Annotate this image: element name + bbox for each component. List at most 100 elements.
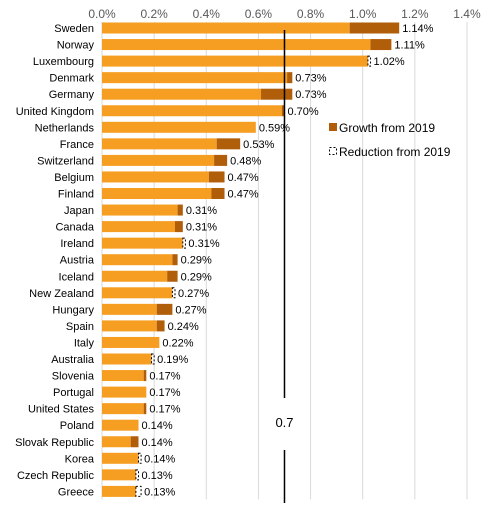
x-tick-label: 1.0%: [349, 7, 377, 21]
reference-line: 0.7: [275, 30, 294, 503]
bar-growth: [143, 370, 147, 382]
bar-reduction: [135, 485, 142, 497]
x-tick-label: 0.4%: [193, 7, 221, 21]
category-label: Denmark: [49, 73, 94, 85]
bar-reduction: [151, 353, 155, 365]
bar-growth: [208, 171, 225, 183]
value-label: 0.73%: [295, 89, 326, 101]
value-label: 0.70%: [287, 106, 318, 118]
bar-growth: [211, 188, 225, 199]
bar-growth: [216, 138, 241, 150]
value-labels: 1.14% 1.11% 1.02% 0.73% 0.73% 0.70% 0.59% 0.53%…: [141, 23, 433, 498]
bar-base: [102, 188, 212, 199]
value-label: 0.13%: [141, 470, 172, 482]
value-label: 0.17%: [149, 371, 180, 383]
bar-reduction: [182, 237, 186, 249]
bar-base: [102, 353, 152, 365]
category-label: United States: [28, 404, 95, 416]
value-label: 0.17%: [149, 387, 180, 399]
value-label: 0.31%: [186, 222, 217, 234]
x-tick-label: 0.6%: [245, 7, 273, 21]
value-label: 0.13%: [144, 486, 175, 498]
category-label: United Kingdom: [16, 106, 94, 118]
value-label: 1.14%: [402, 23, 433, 35]
category-label: Austria: [60, 255, 95, 267]
value-label: 0.47%: [228, 189, 259, 201]
category-label: Poland: [60, 420, 94, 432]
legend-swatch-reduction: [329, 147, 337, 155]
bar-base: [102, 121, 256, 133]
value-label: 0.59%: [259, 122, 290, 134]
bar-growth: [261, 88, 293, 100]
value-label: 0.29%: [181, 255, 212, 267]
x-tick-label: 0.2%: [140, 7, 168, 21]
bar-base: [102, 436, 131, 448]
bars: [102, 22, 400, 497]
category-label: Sweden: [54, 23, 94, 35]
category-label: Italy: [74, 337, 95, 349]
value-label: 1.02%: [374, 56, 405, 68]
category-label: Germany: [49, 89, 95, 101]
bar-base: [102, 452, 139, 464]
bar-growth: [349, 22, 400, 34]
x-tick-label: 1.4%: [453, 7, 481, 21]
bar-base: [102, 469, 136, 481]
legend-swatch-growth: [329, 123, 337, 131]
bar-base: [102, 154, 215, 166]
category-label: Finland: [58, 189, 94, 201]
bar-growth: [370, 39, 392, 51]
category-label: Canada: [55, 222, 94, 234]
bar-base: [102, 39, 371, 51]
bar-growth: [156, 303, 173, 315]
value-label: 0.53%: [243, 139, 274, 151]
value-label: 0.24%: [168, 321, 199, 333]
bar-growth: [281, 105, 285, 117]
bar-base: [102, 88, 262, 100]
category-label: Japan: [64, 205, 94, 217]
value-label: 0.31%: [188, 238, 219, 250]
value-label: 0.73%: [295, 73, 326, 85]
value-label: 0.14%: [144, 453, 175, 465]
bar-base: [102, 370, 144, 382]
category-label: Norway: [57, 40, 95, 52]
bar-base: [102, 254, 173, 266]
bar-base: [102, 221, 175, 233]
value-label: 0.47%: [228, 172, 259, 184]
bar-base: [102, 336, 160, 348]
bar-growth: [287, 72, 293, 84]
legend-label-growth: Growth from 2019: [339, 121, 435, 135]
value-label: 0.27%: [178, 288, 209, 300]
bar-base: [102, 419, 139, 431]
value-label: 1.11%: [394, 40, 425, 52]
bar-base: [102, 105, 282, 117]
bar-growth: [167, 270, 178, 282]
bar-base: [102, 270, 168, 282]
category-label: Australia: [51, 354, 95, 366]
bar-base: [102, 303, 157, 315]
bar-base: [102, 386, 147, 398]
category-label: Spain: [66, 321, 94, 333]
value-label: 0.19%: [157, 354, 188, 366]
category-label: Belgium: [54, 172, 94, 184]
x-tick-label: 0.0%: [88, 7, 116, 21]
x-tick-label: 0.8%: [297, 7, 325, 21]
category-label: Czech Republic: [17, 470, 95, 482]
value-label: 0.14%: [141, 437, 172, 449]
category-label: Greece: [58, 486, 94, 498]
bar-base: [102, 403, 144, 415]
category-label: Korea: [65, 453, 95, 465]
bar-growth: [174, 221, 183, 233]
x-tick-label: 1.2%: [401, 7, 429, 21]
category-labels: Sweden Norway Luxembourg Denmark Germany Unit…: [15, 23, 95, 498]
category-label: Netherlands: [35, 122, 95, 134]
bar-base: [102, 237, 183, 249]
category-label: Iceland: [59, 271, 94, 283]
bar-base: [102, 204, 178, 216]
bar-base: [102, 138, 217, 150]
category-label: Slovenia: [52, 371, 95, 383]
bar-reduction: [171, 287, 176, 299]
value-label: 0.27%: [175, 304, 206, 316]
bar-base: [102, 320, 157, 332]
category-label: Luxembourg: [33, 56, 94, 68]
